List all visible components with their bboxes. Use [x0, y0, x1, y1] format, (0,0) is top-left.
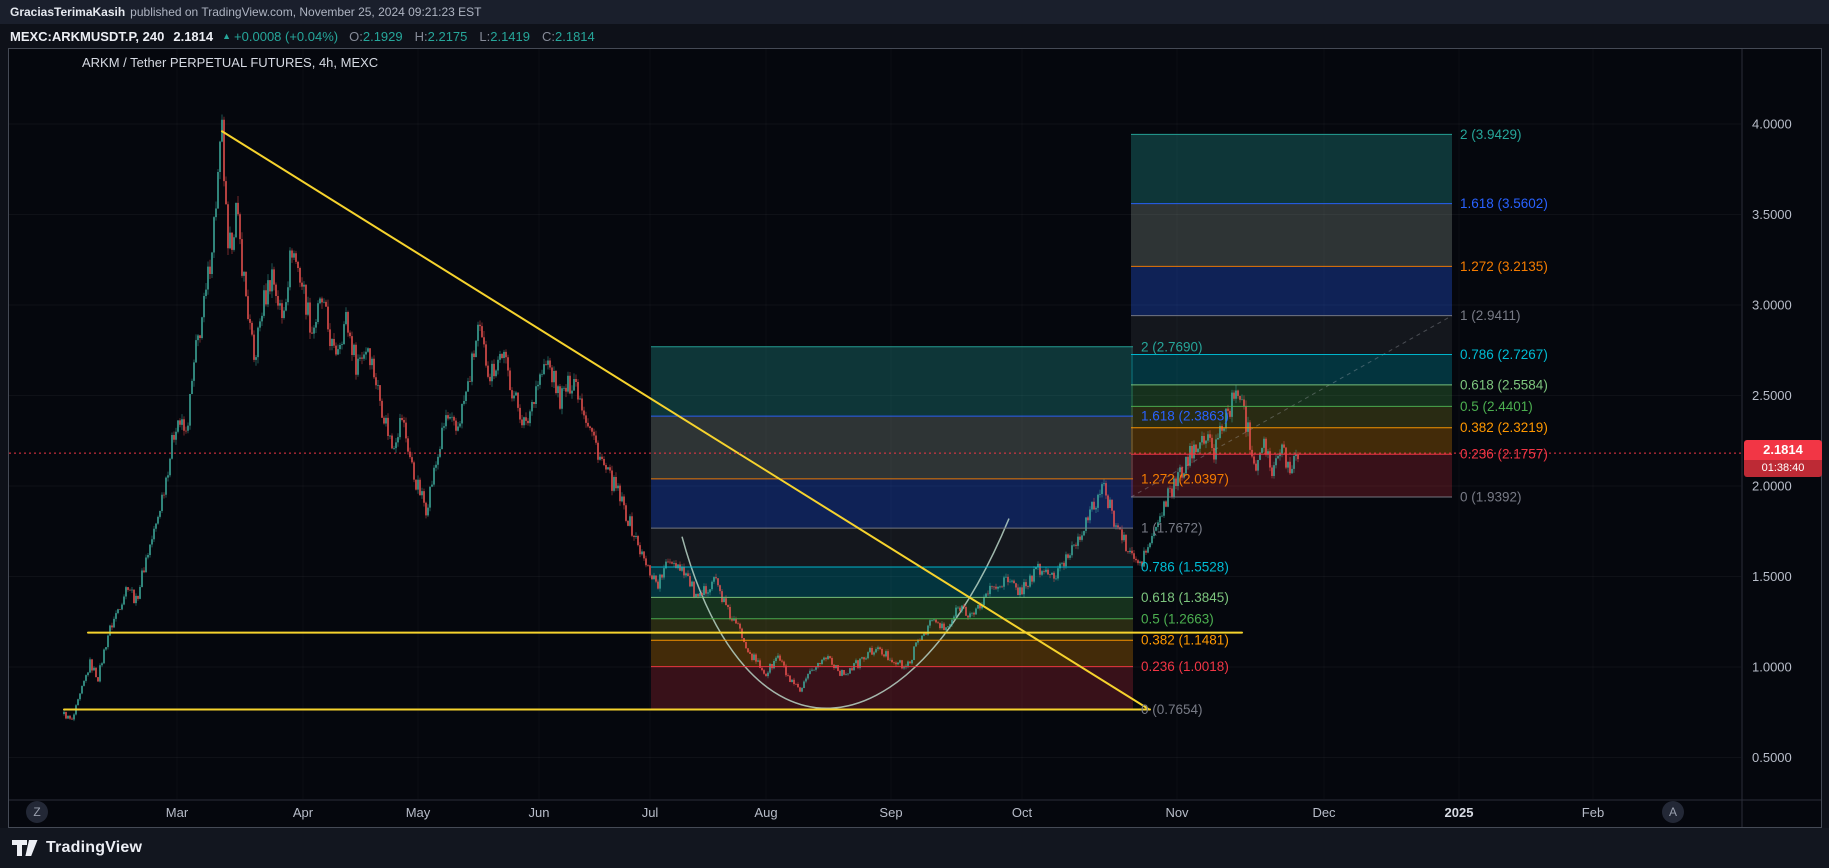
- fib-band: [651, 566, 1133, 598]
- badge-countdown: 01:38:40: [1744, 460, 1822, 477]
- fib-label: 1 (2.9411): [1460, 308, 1521, 323]
- fib-label: 0.786 (2.7267): [1460, 347, 1548, 362]
- fib-label: 0.786 (1.5528): [1141, 559, 1229, 574]
- last-price: 2.1814: [173, 28, 214, 44]
- fib-label: 1.272 (2.0397): [1141, 471, 1229, 486]
- price-axis-label: 3.5000: [1752, 207, 1792, 222]
- time-axis-label: Sep: [879, 805, 902, 820]
- fib-label: 1.272 (3.2135): [1460, 259, 1548, 274]
- time-axis-label: Apr: [293, 805, 314, 820]
- fib-label: 0.236 (2.1757): [1460, 447, 1548, 462]
- ohlc-item: L: 2.1419: [479, 29, 530, 44]
- timezone-button[interactable]: Z: [26, 801, 48, 823]
- chart-frame: [8, 48, 1822, 828]
- time-axis-label: Dec: [1312, 805, 1336, 820]
- symbol-info-bar: MEXC:ARKMUSDT.P, 240 2.1814 ▲ +0.0008 (+…: [0, 24, 1829, 48]
- symbol-name: MEXC:ARKMUSDT.P, 240: [10, 28, 165, 44]
- fib-retracement-lower-labels: 2 (2.7690) 1.618 (2.3863) 1.272 (2.0397) 1 …: [1141, 339, 1229, 717]
- price-axis-label: 4.0000: [1752, 117, 1792, 132]
- fib-band: [1131, 315, 1452, 355]
- fib-retracement-upper-labels: 2 (3.9429) 1.618 (3.5602) 1.272 (3.2135) 1 …: [1460, 127, 1548, 505]
- time-axis-label: Mar: [166, 805, 189, 820]
- time-axis-label: Jul: [642, 805, 659, 820]
- price-axis-label: 2.5000: [1752, 388, 1792, 403]
- brand-name[interactable]: TradingView: [46, 839, 143, 856]
- time-axis-label: Feb: [1582, 805, 1604, 820]
- fib-retracement-lower-bands: [651, 346, 1133, 710]
- fib-band: [651, 528, 1133, 567]
- price-axis-label: 1.5000: [1752, 569, 1792, 584]
- price-change: ▲ +0.0008 (+0.04%): [222, 29, 338, 44]
- time-axis-label: 2025: [1445, 805, 1474, 820]
- fib-label: 0.5 (1.2663): [1141, 611, 1214, 626]
- ohlc-value: 2.1419: [490, 28, 530, 44]
- fib-label: 1 (1.7672): [1141, 521, 1203, 536]
- ohlc-item: C: 2.1814: [542, 29, 595, 44]
- fib-band: [1131, 134, 1452, 204]
- change-value: +0.0008 (+0.04%): [234, 28, 339, 44]
- ohlc-label: H:: [414, 28, 428, 44]
- price-axis-label: 1.0000: [1752, 660, 1792, 675]
- time-axis-label: Nov: [1165, 805, 1189, 820]
- time-axis-label: May: [406, 805, 431, 820]
- fib-band: [1131, 427, 1452, 455]
- fib-label: 0 (1.9392): [1460, 490, 1522, 505]
- fib-band: [1131, 266, 1452, 316]
- fib-band: [1131, 354, 1452, 385]
- fib-band: [651, 597, 1133, 619]
- fib-label: 0.618 (2.5584): [1460, 377, 1548, 392]
- fib-label: 0.618 (1.3845): [1141, 590, 1229, 605]
- fib-label: 2 (2.7690): [1141, 339, 1203, 354]
- fib-band: [651, 478, 1133, 529]
- fib-label: 1.618 (3.5602): [1460, 196, 1548, 211]
- fib-label: 0.236 (1.0018): [1141, 659, 1229, 674]
- ohlc-label: L:: [479, 28, 491, 44]
- fib-label: 0.382 (1.1481): [1141, 633, 1229, 648]
- fib-label: 0.5 (2.4401): [1460, 399, 1533, 414]
- chart-title: ARKM / Tether PERPETUAL FUTURES, 4h, MEX…: [82, 55, 379, 70]
- descending-trendline: [221, 130, 1150, 711]
- ohlc-item: H: 2.2175: [415, 29, 468, 44]
- badge-price: 2.1814: [1763, 442, 1803, 457]
- fib-retracement-lower-levels: [651, 346, 1133, 710]
- tradingview-logo-icon[interactable]: [12, 840, 38, 856]
- fib-band: [651, 346, 1133, 417]
- current-price-badge: 2.1814 01:38:40: [1744, 440, 1822, 477]
- ohlc-values: O: 2.1929 H: 2.2175 L: 2.1419 C: 2.1814: [349, 29, 595, 44]
- time-axis-label: Aug: [754, 805, 777, 820]
- publish-bar: GraciasTerimaKasih published on TradingV…: [0, 0, 1829, 24]
- fib-label: 0 (0.7654): [1141, 702, 1203, 717]
- footer: TradingView: [0, 828, 1829, 868]
- grid: [9, 123, 1741, 758]
- fib-retracement-upper-levels: [1131, 133, 1452, 498]
- ohlc-label: C:: [542, 28, 555, 44]
- fib-label: 0.382 (2.3219): [1460, 420, 1548, 435]
- fib-band: [651, 666, 1133, 710]
- fib-band: [1131, 203, 1452, 267]
- ohlc-value: 2.2175: [427, 28, 468, 44]
- fib-band: [651, 416, 1133, 479]
- ohlc-item: O: 2.1929: [349, 29, 403, 44]
- fib-label: 1.618 (2.3863): [1141, 409, 1229, 424]
- fib-label: 2 (3.9429): [1460, 127, 1522, 142]
- ohlc-label: O:: [349, 28, 363, 44]
- time-axis-label: Jun: [529, 805, 550, 820]
- ohlc-value: 2.1814: [555, 28, 595, 44]
- fib-band: [1131, 406, 1452, 428]
- publish-info: published on TradingView.com, November 2…: [130, 5, 482, 19]
- ohlc-value: 2.1929: [362, 28, 403, 44]
- fib-retracement-upper-bands: [1131, 134, 1452, 498]
- price-axis-label: 3.0000: [1752, 298, 1792, 313]
- price-axis-label: 2.0000: [1752, 479, 1792, 494]
- change-up-arrow-icon: ▲: [222, 30, 232, 41]
- auto-scale-button[interactable]: A: [1662, 801, 1684, 823]
- price-axis-label: 0.5000: [1752, 750, 1792, 765]
- time-axis-label: Oct: [1012, 805, 1033, 820]
- author-name: GraciasTerimaKasih: [10, 5, 126, 19]
- chart-main: [63, 114, 1453, 722]
- fib-band: [1131, 384, 1452, 407]
